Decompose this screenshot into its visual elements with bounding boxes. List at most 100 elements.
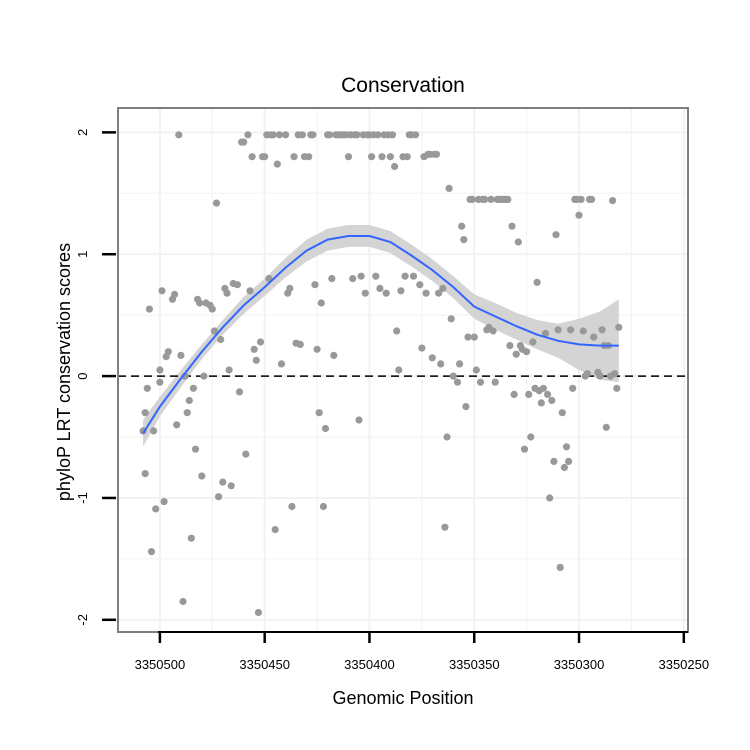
data-point [271,526,279,534]
data-point [412,131,420,139]
data-point [554,326,562,334]
data-point [508,222,516,230]
y-tick-label: -2 [75,614,90,626]
data-point [432,150,441,158]
x-tick-label: 3350400 [344,657,395,672]
data-point [305,153,313,161]
data-point [428,354,436,362]
data-point [388,131,397,139]
data-point [326,131,334,139]
data-point [256,338,265,346]
data-point [403,153,411,161]
data-point [189,384,197,392]
data-point [558,409,566,417]
data-point [349,275,357,283]
data-point [250,345,258,353]
data-point [579,327,587,335]
data-point [537,399,545,407]
data-point [615,323,623,331]
data-point [449,372,457,380]
data-point [357,272,365,280]
x-axis: 3350500 3350450 3350400 3350350 3350300 33502… [135,631,709,672]
data-point [242,450,250,458]
data-point [418,344,426,352]
data-point [588,195,596,203]
data-point [569,384,577,392]
data-point [175,131,183,139]
x-tick-label: 3350450 [239,657,290,672]
data-point [361,289,369,297]
data-point [368,153,376,161]
y-tick-label: 1 [75,251,90,258]
data-point [355,416,363,424]
y-tick-label: -1 [75,492,90,504]
data-point [567,326,575,334]
data-point [447,315,455,323]
data-point [460,236,468,244]
data-point [208,305,216,313]
data-point [527,433,535,441]
data-point [470,333,478,341]
y-tick-label: 2 [75,129,90,136]
data-point [235,388,244,396]
data-point [227,482,235,490]
data-point [254,608,262,617]
data-point [602,423,610,431]
data-point [319,502,327,511]
data-point [290,153,298,161]
data-point [248,153,256,161]
data-point [552,231,560,239]
data-point [275,131,283,139]
data-point [435,289,443,297]
data-point [562,443,571,451]
data-point [141,470,149,478]
data-point [191,445,200,453]
data-point [462,403,470,411]
data-point [548,396,556,405]
data-point [321,424,330,433]
data-point [510,390,518,398]
data-point [196,299,204,307]
x-tick-label: 3350500 [135,657,186,672]
data-point [416,281,424,289]
data-point [560,463,569,472]
x-tick-label: 3350350 [449,657,500,672]
data-point [158,287,166,295]
data-point [397,287,405,295]
data-point [277,360,286,368]
data-point [443,433,451,441]
data-point [164,348,172,356]
data-point [240,138,248,146]
data-point [611,370,619,378]
y-tick-label: 0 [75,372,90,379]
data-point [598,326,606,334]
data-point [215,493,223,501]
data-point [382,289,390,297]
data-point [344,153,353,161]
data-point [487,195,495,203]
chart-title: Conservation [341,74,465,97]
data-point [311,281,319,289]
data-point [217,335,225,344]
data-point [261,153,269,161]
data-point [156,366,164,374]
data-point [179,597,187,606]
data-point [378,153,386,161]
data-point [298,131,306,139]
data-point [210,327,218,335]
data-point [296,340,304,348]
data-point [313,345,321,353]
data-point [223,289,231,297]
data-point [391,162,399,171]
data-point [539,384,548,392]
data-point [288,502,296,511]
data-point [328,275,336,283]
data-point [556,563,564,572]
y-axis: -2 -1 0 1 2 [75,129,116,626]
data-point [185,396,193,405]
data-point [489,327,497,335]
data-point [160,498,168,506]
data-point [525,390,533,398]
data-point [523,348,531,356]
